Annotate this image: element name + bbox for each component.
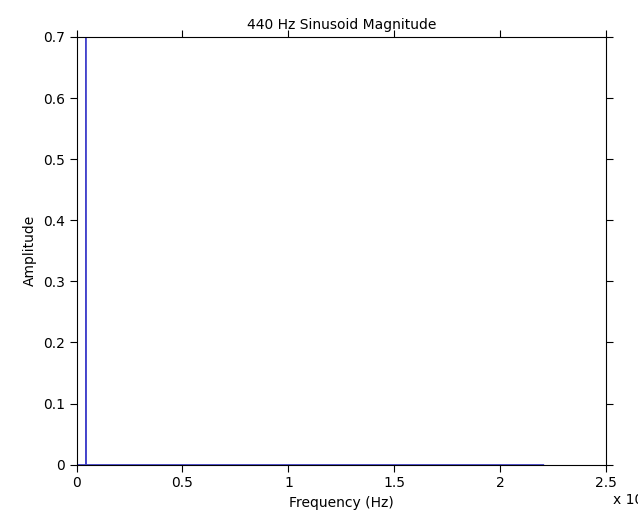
Text: x 10⁴: x 10⁴ bbox=[613, 493, 638, 506]
Title: 440 Hz Sinusoid Magnitude: 440 Hz Sinusoid Magnitude bbox=[247, 17, 436, 32]
Y-axis label: Amplitude: Amplitude bbox=[23, 215, 37, 286]
X-axis label: Frequency (Hz): Frequency (Hz) bbox=[289, 496, 394, 510]
